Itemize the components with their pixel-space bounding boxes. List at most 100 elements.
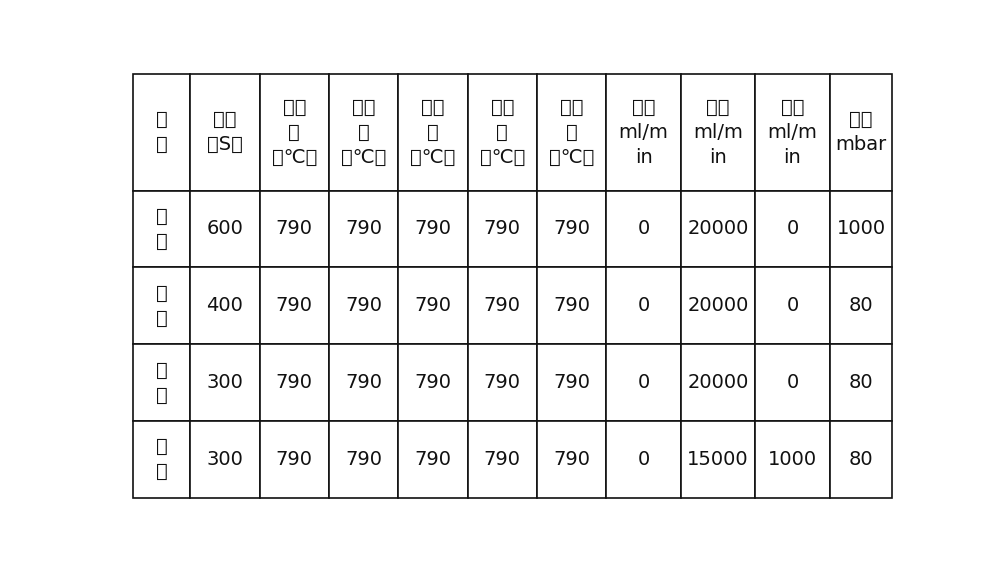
- Text: 80: 80: [849, 373, 873, 392]
- Bar: [537, 267, 606, 344]
- Bar: [190, 344, 260, 421]
- Bar: [468, 191, 537, 267]
- Bar: [468, 344, 537, 421]
- Text: 0: 0: [637, 296, 650, 315]
- Text: 20000: 20000: [687, 296, 749, 315]
- Bar: [830, 421, 892, 497]
- Bar: [260, 421, 329, 497]
- Text: 1000: 1000: [768, 450, 817, 469]
- Bar: [398, 267, 468, 344]
- Bar: [681, 191, 755, 267]
- Text: 0: 0: [637, 450, 650, 469]
- Bar: [398, 191, 468, 267]
- Text: 大氮
ml/m
in: 大氮 ml/m in: [693, 98, 743, 167]
- Text: 温区
四
（℃）: 温区 四 （℃）: [480, 98, 525, 167]
- Bar: [830, 344, 892, 421]
- Text: 790: 790: [414, 296, 451, 315]
- Bar: [537, 191, 606, 267]
- Text: 790: 790: [484, 296, 521, 315]
- Bar: [537, 344, 606, 421]
- Text: 升
温: 升 温: [156, 284, 167, 328]
- Bar: [260, 344, 329, 421]
- Bar: [468, 267, 537, 344]
- Bar: [133, 344, 190, 421]
- Bar: [329, 74, 398, 191]
- Bar: [329, 344, 398, 421]
- Bar: [755, 267, 830, 344]
- Text: 80: 80: [849, 450, 873, 469]
- Text: 790: 790: [484, 373, 521, 392]
- Bar: [190, 421, 260, 497]
- Text: 氧气
ml/m
in: 氧气 ml/m in: [768, 98, 817, 167]
- Text: 790: 790: [414, 450, 451, 469]
- Bar: [606, 421, 681, 497]
- Text: 温区
一
（℃）: 温区 一 （℃）: [272, 98, 317, 167]
- Text: 温区
三
（℃）: 温区 三 （℃）: [410, 98, 456, 167]
- Text: 790: 790: [553, 450, 590, 469]
- Bar: [260, 191, 329, 267]
- Text: 790: 790: [276, 296, 313, 315]
- Bar: [755, 191, 830, 267]
- Bar: [398, 74, 468, 191]
- Bar: [133, 421, 190, 497]
- Text: 20000: 20000: [687, 373, 749, 392]
- Text: 小氮
ml/m
in: 小氮 ml/m in: [619, 98, 669, 167]
- Text: 80: 80: [849, 296, 873, 315]
- Bar: [606, 74, 681, 191]
- Text: 600: 600: [207, 219, 243, 239]
- Text: 790: 790: [553, 219, 590, 239]
- Bar: [468, 421, 537, 497]
- Bar: [755, 421, 830, 497]
- Text: 温区
二
（℃）: 温区 二 （℃）: [341, 98, 386, 167]
- Bar: [329, 191, 398, 267]
- Text: 0: 0: [637, 219, 650, 239]
- Text: 温区
五
（℃）: 温区 五 （℃）: [549, 98, 594, 167]
- Text: 300: 300: [207, 450, 243, 469]
- Text: 790: 790: [276, 219, 313, 239]
- Text: 步
骤: 步 骤: [156, 111, 167, 155]
- Text: 0: 0: [786, 219, 799, 239]
- Bar: [830, 267, 892, 344]
- Bar: [681, 267, 755, 344]
- Bar: [260, 267, 329, 344]
- Text: 20000: 20000: [687, 219, 749, 239]
- Bar: [260, 74, 329, 191]
- Text: 0: 0: [786, 373, 799, 392]
- Text: 790: 790: [345, 373, 382, 392]
- Bar: [398, 421, 468, 497]
- Text: 氧
化: 氧 化: [156, 437, 167, 481]
- Bar: [830, 191, 892, 267]
- Text: 790: 790: [276, 373, 313, 392]
- Text: 790: 790: [484, 450, 521, 469]
- Text: 400: 400: [207, 296, 243, 315]
- Text: 790: 790: [345, 450, 382, 469]
- Bar: [606, 344, 681, 421]
- Bar: [606, 267, 681, 344]
- Bar: [537, 74, 606, 191]
- Bar: [537, 421, 606, 497]
- Bar: [190, 267, 260, 344]
- Bar: [329, 267, 398, 344]
- Bar: [190, 74, 260, 191]
- Text: 15000: 15000: [687, 450, 749, 469]
- Bar: [681, 344, 755, 421]
- Bar: [329, 421, 398, 497]
- Bar: [681, 74, 755, 191]
- Text: 0: 0: [637, 373, 650, 392]
- Bar: [606, 191, 681, 267]
- Text: 790: 790: [276, 450, 313, 469]
- Text: 0: 0: [786, 296, 799, 315]
- Text: 压强
mbar: 压强 mbar: [835, 111, 887, 155]
- Text: 时间
（S）: 时间 （S）: [207, 111, 243, 155]
- Text: 790: 790: [484, 219, 521, 239]
- Bar: [133, 191, 190, 267]
- Bar: [681, 421, 755, 497]
- Text: 790: 790: [414, 373, 451, 392]
- Bar: [133, 74, 190, 191]
- Text: 1000: 1000: [836, 219, 886, 239]
- Bar: [133, 267, 190, 344]
- Text: 790: 790: [345, 219, 382, 239]
- Bar: [398, 344, 468, 421]
- Text: 790: 790: [553, 296, 590, 315]
- Bar: [468, 74, 537, 191]
